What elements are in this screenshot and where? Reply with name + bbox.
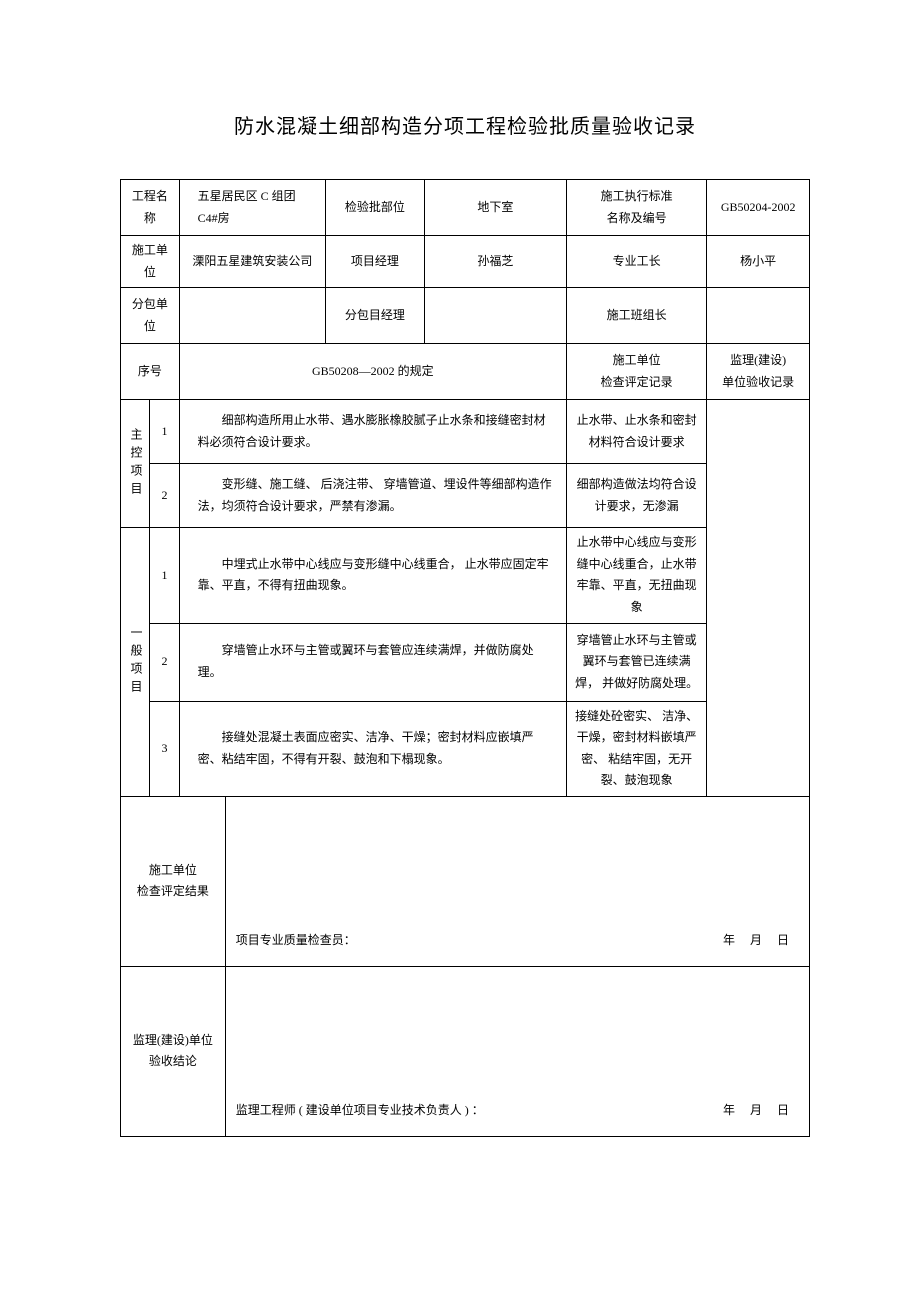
general-item-record-2: 穿墙管止水环与主管或翼环与套管已连续满焊， 并做好防腐处理。 <box>567 623 707 701</box>
main-item-row-1: 主控项目 1 细部构造所用止水带、遇水膨胀橡胶腻子止水条和接缝密封材料必须符合设… <box>121 400 810 464</box>
value-sub-pm <box>424 288 566 344</box>
label-pm: 项目经理 <box>326 236 424 288</box>
group-main-label: 主控项目 <box>121 400 150 528</box>
general-item-row-3: 3 接缝处混凝土表面应密实、洁净、干燥；密封材料应嵌填严密、粘结牢固，不得有开裂… <box>121 701 810 796</box>
label-unit-record: 施工单位 检查评定记录 <box>567 344 707 400</box>
main-item-record-2: 细部构造做法均符合设计要求，无渗漏 <box>567 464 707 528</box>
general-item-spec-2: 穿墙管止水环与主管或翼环与套管应连续满焊，并做防腐处理。 <box>179 623 566 701</box>
value-foreman: 杨小平 <box>707 236 810 288</box>
group-general-label: 一般项目 <box>121 528 150 797</box>
general-item-record-3: 接缝处砼密实、 洁净、干燥，密封材料嵌填严密、 粘结牢固，无开裂、鼓泡现象 <box>567 701 707 796</box>
value-inspection-part: 地下室 <box>424 180 566 236</box>
general-item-no-1: 1 <box>150 528 179 623</box>
label-subcontractor: 分包单位 <box>121 288 180 344</box>
header-row-2: 施工单位 溧阳五星建筑安装公司 项目经理 孙福芝 专业工长 杨小平 <box>121 236 810 288</box>
page-title: 防水混凝土细部构造分项工程检验批质量验收记录 <box>120 110 810 139</box>
main-item-no-2: 2 <box>150 464 179 528</box>
label-sub-pm: 分包目经理 <box>326 288 424 344</box>
value-constructor: 溧阳五星建筑安装公司 <box>179 236 326 288</box>
label-standard: 施工执行标准 名称及编号 <box>567 180 707 236</box>
general-item-row-1: 一般项目 1 中埋式止水带中心线应与变形缝中心线重合， 止水带应固定牢靠、平直，… <box>121 528 810 623</box>
value-subcontractor <box>179 288 326 344</box>
label-foreman: 专业工长 <box>567 236 707 288</box>
main-item-no-1: 1 <box>150 400 179 464</box>
label-spec: GB50208—2002 的规定 <box>179 344 566 400</box>
main-item-spec-1: 细部构造所用止水带、遇水膨胀橡胶腻子止水条和接缝密封材料必须符合设计要求。 <box>179 400 566 464</box>
main-item-row-2: 2 变形缝、施工缝、 后浇注带、 穿墙管道、埋设件等细部构造作法，均须符合设计要… <box>121 464 810 528</box>
value-project-name: 五星居民区 C 组团 C4#房 <box>179 180 326 236</box>
supervisor-record-cell <box>707 400 810 797</box>
general-item-spec-3: 接缝处混凝土表面应密实、洁净、干燥；密封材料应嵌填严密、粘结牢固，不得有开裂、鼓… <box>179 701 566 796</box>
label-team-leader: 施工班组长 <box>567 288 707 344</box>
label-inspection-part: 检验批部位 <box>326 180 424 236</box>
unit-result-row: 施工单位 检查评定结果 项目专业质量检查员： 年 月 日 <box>121 796 810 966</box>
supervisor-date: 年 月 日 <box>723 1100 799 1122</box>
unit-date: 年 月 日 <box>723 930 799 952</box>
supervisor-result-row: 监理(建设)单位 验收结论 监理工程师 ( 建设单位项目专业技术负责人 ) ： … <box>121 966 810 1136</box>
column-header-row: 序号 GB50208—2002 的规定 施工单位 检查评定记录 监理(建设) 单… <box>121 344 810 400</box>
general-item-no-2: 2 <box>150 623 179 701</box>
inspection-table: 工程名称 五星居民区 C 组团 C4#房 检验批部位 地下室 施工执行标准 名称… <box>120 179 810 1137</box>
value-standard: GB50204-2002 <box>707 180 810 236</box>
label-constructor: 施工单位 <box>121 236 180 288</box>
label-project-name: 工程名称 <box>121 180 180 236</box>
main-item-record-1: 止水带、止水条和密封材料符合设计要求 <box>567 400 707 464</box>
supervisor-result-cell: 监理工程师 ( 建设单位项目专业技术负责人 ) ： 年 月 日 <box>225 966 809 1136</box>
label-supervisor-record: 监理(建设) 单位验收记录 <box>707 344 810 400</box>
label-unit-result: 施工单位 检查评定结果 <box>121 796 226 966</box>
general-item-record-1: 止水带中心线应与变形缝中心线重合，止水带牢靠、平直，无扭曲现象 <box>567 528 707 623</box>
general-item-no-3: 3 <box>150 701 179 796</box>
value-pm: 孙福芝 <box>424 236 566 288</box>
main-item-spec-2: 变形缝、施工缝、 后浇注带、 穿墙管道、埋设件等细部构造作法，均须符合设计要求，… <box>179 464 566 528</box>
header-row-1: 工程名称 五星居民区 C 组团 C4#房 检验批部位 地下室 施工执行标准 名称… <box>121 180 810 236</box>
unit-result-cell: 项目专业质量检查员： 年 月 日 <box>225 796 809 966</box>
label-supervisor-result: 监理(建设)单位 验收结论 <box>121 966 226 1136</box>
general-item-row-2: 2 穿墙管止水环与主管或翼环与套管应连续满焊，并做防腐处理。 穿墙管止水环与主管… <box>121 623 810 701</box>
general-item-spec-1: 中埋式止水带中心线应与变形缝中心线重合， 止水带应固定牢靠、平直，不得有扭曲现象… <box>179 528 566 623</box>
label-seq: 序号 <box>121 344 180 400</box>
value-team-leader <box>707 288 810 344</box>
unit-signer-label: 项目专业质量检查员： <box>236 930 356 952</box>
supervisor-signer-label: 监理工程师 ( 建设单位项目专业技术负责人 ) ： <box>236 1100 484 1122</box>
header-row-3: 分包单位 分包目经理 施工班组长 <box>121 288 810 344</box>
